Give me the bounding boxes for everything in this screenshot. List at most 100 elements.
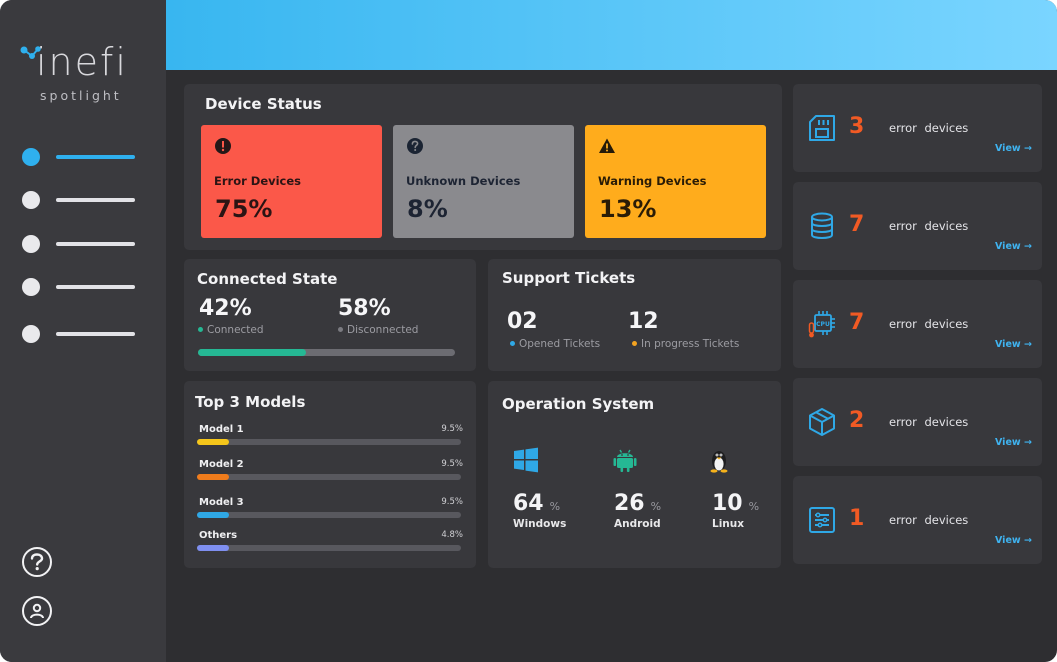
model-bar-fill bbox=[197, 512, 229, 518]
connection-progress-fill bbox=[198, 349, 306, 356]
model-row[interactable]: Model 2 9.5% bbox=[197, 459, 463, 489]
os-value-number: 26 bbox=[614, 491, 645, 516]
view-link[interactable]: View → bbox=[995, 535, 1032, 546]
nav-dot-icon bbox=[22, 191, 40, 209]
nav-dot-icon bbox=[22, 148, 40, 166]
view-link[interactable]: View → bbox=[995, 241, 1032, 252]
model-name: Others bbox=[199, 530, 238, 541]
connection-progress-track bbox=[198, 349, 455, 356]
sidebar-item-3[interactable] bbox=[20, 233, 140, 255]
view-link[interactable]: View → bbox=[995, 339, 1032, 350]
nav-item-placeholder bbox=[56, 198, 135, 202]
cpu-temperature-icon: CPU bbox=[808, 311, 835, 338]
disconnected-value: 58% bbox=[338, 296, 391, 321]
model-row[interactable]: Others 4.8% bbox=[197, 530, 463, 560]
tile-label: Warning Devices bbox=[598, 174, 707, 188]
error-card-database: 7 error devices View → bbox=[793, 182, 1042, 270]
connected-label-text: Connected bbox=[207, 324, 264, 336]
connected-label: Connected bbox=[198, 324, 264, 336]
connected-state-card: Connected State 42% Connected 58% Discon… bbox=[184, 259, 476, 371]
top-models-title: Top 3 Models bbox=[195, 393, 306, 411]
error-card-cpu: CPU 7 error devices View → bbox=[793, 280, 1042, 368]
sidebar-item-2[interactable] bbox=[20, 189, 140, 211]
os-value-unit: % bbox=[650, 500, 662, 513]
linux-icon bbox=[710, 451, 728, 473]
error-card-settings: 1 error devices View → bbox=[793, 476, 1042, 564]
os-value-number: 64 bbox=[513, 491, 544, 516]
nav-item-placeholder bbox=[56, 332, 135, 336]
disconnected-label-text: Disconnected bbox=[347, 324, 419, 336]
unknown-devices-tile[interactable]: Unknown Devices 8% bbox=[393, 125, 574, 238]
user-profile-button[interactable] bbox=[22, 596, 52, 626]
model-name: Model 3 bbox=[199, 497, 244, 508]
android-label: Android bbox=[614, 518, 661, 530]
connected-value: 42% bbox=[199, 296, 252, 321]
model-name: Model 1 bbox=[199, 424, 244, 435]
operation-system-title: Operation System bbox=[502, 395, 655, 413]
question-circle-icon bbox=[407, 138, 423, 154]
nav-dot-icon bbox=[22, 278, 40, 296]
tile-value: 13% bbox=[599, 195, 657, 223]
in-progress-tickets-value: 12 bbox=[628, 309, 659, 334]
os-value-unit: % bbox=[549, 500, 561, 513]
cube-icon bbox=[809, 408, 835, 436]
list-settings-icon bbox=[809, 507, 835, 533]
device-status-card: Device Status Error Devices 75% Unknown … bbox=[184, 84, 782, 250]
error-devices-tile[interactable]: Error Devices 75% bbox=[201, 125, 382, 238]
database-icon bbox=[811, 212, 833, 239]
linux-label: Linux bbox=[712, 518, 745, 530]
warning-devices-tile[interactable]: Warning Devices 13% bbox=[585, 125, 766, 238]
view-link[interactable]: View → bbox=[995, 143, 1032, 154]
model-name: Model 2 bbox=[199, 459, 244, 470]
error-card-package: 2 error devices View → bbox=[793, 378, 1042, 466]
tile-label: Error Devices bbox=[214, 174, 302, 188]
model-percent: 4.8% bbox=[441, 530, 463, 540]
sd-card-icon bbox=[809, 115, 835, 141]
disconnected-label: Disconnected bbox=[338, 324, 418, 336]
sidebar-item-1[interactable] bbox=[20, 146, 140, 168]
nav-item-placeholder bbox=[56, 155, 135, 159]
android-value: 26% bbox=[614, 491, 661, 516]
model-bar-track bbox=[197, 545, 461, 551]
help-button[interactable] bbox=[22, 547, 52, 577]
legend-dot-icon bbox=[510, 340, 515, 346]
in-progress-tickets-label: In progress Tickets bbox=[632, 338, 739, 350]
view-link[interactable]: View → bbox=[995, 437, 1032, 448]
tile-value: 8% bbox=[407, 195, 448, 223]
legend-dot-icon bbox=[338, 326, 343, 332]
windows-value: 64% bbox=[513, 491, 560, 516]
error-text: error devices bbox=[889, 513, 969, 527]
logo[interactable]: inefi spotlight bbox=[20, 40, 150, 106]
error-count: 1 bbox=[849, 506, 865, 531]
logo-mark-icon bbox=[20, 46, 41, 59]
model-bar-fill bbox=[197, 545, 229, 551]
error-text: error devices bbox=[889, 317, 969, 331]
svg-text:CPU: CPU bbox=[816, 321, 830, 328]
opened-tickets-label-text: Opened Tickets bbox=[519, 338, 601, 350]
sidebar-item-5[interactable] bbox=[20, 323, 140, 345]
sidebar: inefi spotlight bbox=[0, 0, 166, 662]
error-count: 7 bbox=[849, 212, 865, 237]
windows-icon bbox=[514, 447, 538, 473]
warning-triangle-icon bbox=[599, 138, 615, 153]
linux-value: 10% bbox=[712, 491, 759, 516]
model-bar-fill bbox=[197, 474, 229, 480]
error-count: 7 bbox=[849, 310, 865, 335]
error-text: error devices bbox=[889, 219, 969, 233]
exclamation-circle-icon bbox=[215, 138, 231, 154]
sidebar-item-4[interactable] bbox=[20, 276, 140, 298]
device-status-title: Device Status bbox=[205, 95, 322, 113]
os-value-number: 10 bbox=[712, 491, 743, 516]
top-models-card: Top 3 Models Model 1 9.5% Model 2 9.5% M… bbox=[184, 381, 476, 568]
nav-dot-icon bbox=[22, 235, 40, 253]
model-row[interactable]: Model 3 9.5% bbox=[197, 497, 463, 527]
top-header-bar bbox=[166, 0, 1057, 70]
tile-value: 75% bbox=[215, 195, 273, 223]
error-card-storage: 3 error devices View → bbox=[793, 84, 1042, 172]
support-tickets-card: Support Tickets 02 Opened Tickets 12 In … bbox=[488, 259, 781, 371]
model-row[interactable]: Model 1 9.5% bbox=[197, 424, 463, 454]
model-percent: 9.5% bbox=[441, 424, 463, 434]
opened-tickets-value: 02 bbox=[507, 309, 538, 334]
error-count: 2 bbox=[849, 408, 865, 433]
